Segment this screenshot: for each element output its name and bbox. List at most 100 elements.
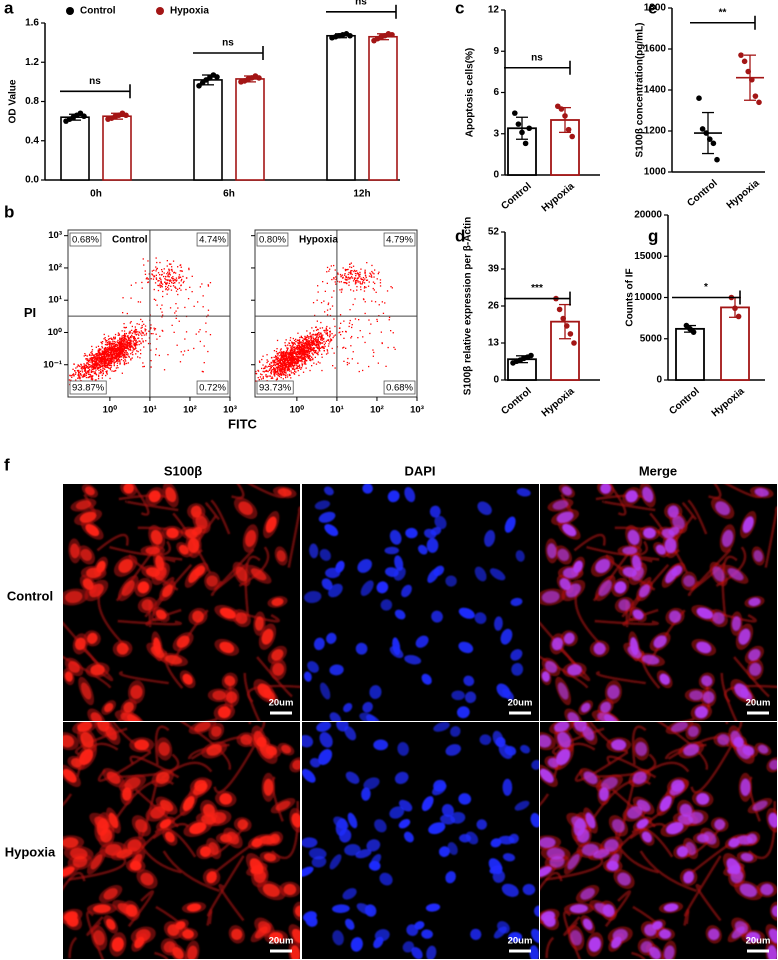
event	[286, 366, 288, 368]
event	[309, 350, 311, 352]
data-point	[526, 125, 532, 132]
event	[150, 333, 152, 335]
event	[168, 279, 171, 282]
event	[98, 360, 100, 362]
event	[377, 362, 379, 364]
nucleus	[355, 849, 372, 859]
event	[72, 368, 74, 370]
event	[112, 346, 115, 348]
event	[115, 350, 117, 352]
nucleus	[79, 511, 97, 523]
event	[128, 346, 130, 348]
nucleus	[380, 599, 393, 611]
event	[343, 346, 345, 348]
event	[321, 327, 324, 329]
event	[119, 343, 121, 345]
event	[123, 339, 126, 342]
event	[298, 353, 300, 355]
nucleus	[636, 799, 651, 812]
event	[113, 337, 115, 339]
nucleus	[683, 744, 699, 756]
cell-process	[97, 751, 152, 782]
event	[278, 362, 280, 364]
event	[282, 354, 284, 356]
event	[276, 353, 278, 355]
event	[114, 345, 116, 347]
nucleus	[93, 904, 111, 913]
nucleus	[401, 584, 412, 598]
event	[359, 330, 361, 332]
event	[301, 337, 303, 339]
event	[260, 373, 262, 375]
event	[332, 365, 334, 367]
nucleus	[96, 560, 106, 573]
event	[275, 355, 277, 357]
nucleus	[379, 872, 393, 886]
event	[329, 330, 331, 332]
event	[350, 266, 353, 269]
event	[106, 366, 108, 368]
nucleus	[415, 635, 429, 648]
nucleus	[530, 812, 539, 828]
event	[340, 276, 342, 278]
nucleus	[632, 771, 647, 785]
event	[283, 360, 286, 363]
event	[296, 348, 298, 350]
event	[349, 263, 351, 265]
event	[166, 265, 168, 267]
event	[298, 352, 301, 354]
event	[114, 336, 116, 338]
event	[305, 341, 308, 343]
event	[112, 348, 114, 350]
event	[116, 359, 119, 361]
event	[301, 358, 303, 360]
event	[128, 344, 130, 347]
event	[265, 375, 267, 377]
event	[96, 353, 98, 356]
nucleus	[428, 822, 446, 835]
x-axis-label: FITC	[228, 416, 257, 431]
event	[178, 287, 181, 289]
event	[331, 278, 333, 281]
nucleus	[277, 488, 292, 497]
event	[106, 362, 108, 364]
event	[296, 364, 298, 366]
nucleus	[440, 814, 456, 825]
y-tick-label: 3	[493, 128, 499, 139]
event	[346, 361, 348, 364]
event	[300, 336, 303, 338]
event	[110, 347, 112, 349]
event	[125, 341, 127, 343]
event	[133, 336, 135, 338]
scale-bar-label: 20um	[269, 698, 294, 709]
event	[329, 338, 332, 340]
event	[121, 342, 123, 345]
event	[191, 291, 193, 293]
event	[269, 363, 271, 365]
event	[135, 342, 138, 344]
event	[345, 282, 347, 284]
nucleus	[612, 929, 628, 942]
nucleus	[335, 818, 348, 836]
cell-process	[622, 608, 659, 627]
event	[125, 346, 127, 348]
nucleus	[688, 726, 699, 737]
data-point	[256, 75, 262, 81]
event	[315, 341, 317, 343]
nucleus	[421, 796, 434, 812]
event	[273, 370, 276, 372]
event	[156, 304, 158, 306]
event	[318, 348, 320, 350]
nucleus	[588, 937, 601, 952]
event	[139, 332, 141, 334]
event	[345, 347, 347, 349]
event	[162, 290, 164, 293]
nucleus	[103, 888, 118, 900]
event	[277, 359, 279, 361]
event	[103, 364, 105, 367]
event	[266, 366, 268, 368]
event	[280, 348, 282, 350]
event	[111, 356, 113, 358]
event	[275, 356, 277, 358]
event	[91, 364, 93, 366]
